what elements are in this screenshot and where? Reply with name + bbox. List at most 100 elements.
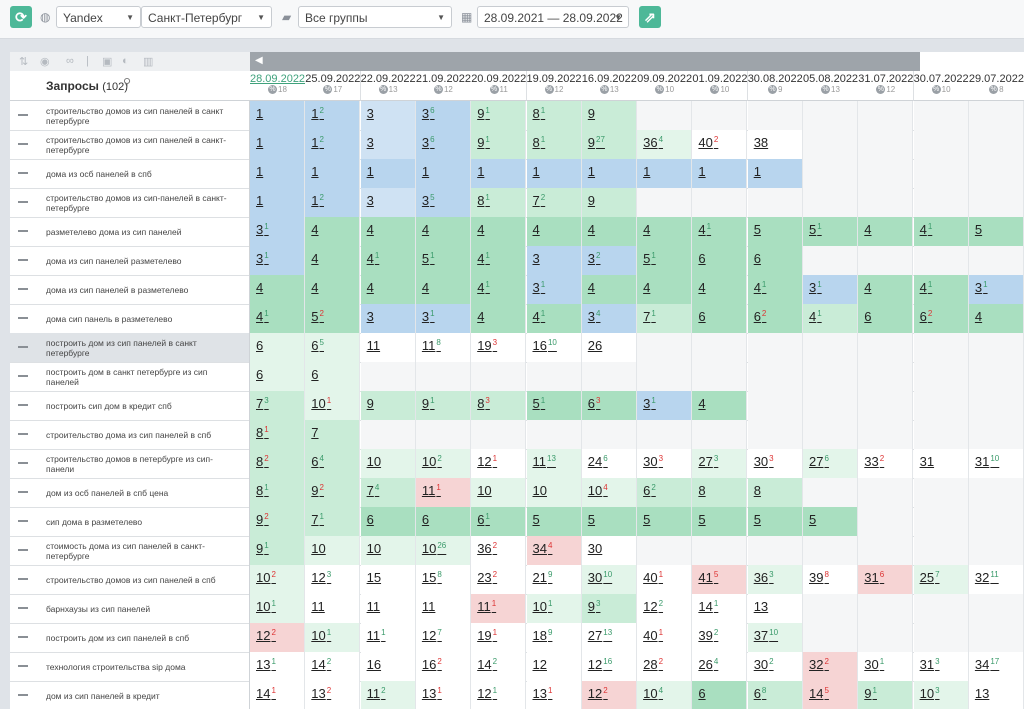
- collapse-icon[interactable]: [18, 462, 28, 464]
- position-value[interactable]: 4: [698, 280, 705, 295]
- position-value[interactable]: 6: [311, 367, 318, 382]
- position-value[interactable]: 3710: [754, 628, 778, 643]
- position-value[interactable]: 65: [311, 338, 324, 353]
- position-value[interactable]: 322: [809, 657, 829, 672]
- position-value[interactable]: 415: [698, 570, 718, 585]
- position-cell[interactable]: 91: [858, 681, 914, 709]
- position-value[interactable]: 3211: [975, 570, 999, 585]
- position-cell[interactable]: 5: [747, 507, 803, 536]
- date-column-header[interactable]: 29.07.2022% 8: [968, 71, 1024, 101]
- position-cell[interactable]: 41: [692, 217, 748, 246]
- position-cell[interactable]: 4: [637, 217, 693, 246]
- position-cell[interactable]: 4: [581, 217, 637, 246]
- position-cell[interactable]: 264: [692, 652, 748, 681]
- position-value[interactable]: 5: [975, 222, 982, 237]
- position-cell[interactable]: 392: [692, 623, 748, 652]
- position-cell[interactable]: 3: [526, 246, 582, 275]
- position-value[interactable]: 5: [809, 512, 816, 527]
- position-cell[interactable]: 6: [692, 304, 748, 333]
- position-cell[interactable]: 3710: [747, 623, 803, 652]
- position-value[interactable]: 41: [367, 251, 380, 266]
- position-cell[interactable]: 158: [415, 565, 471, 594]
- position-cell[interactable]: 64: [305, 449, 361, 478]
- date-column-header[interactable]: 05.08.2022% 13: [803, 71, 859, 101]
- position-cell[interactable]: 10: [360, 536, 416, 565]
- position-cell[interactable]: 3: [360, 188, 416, 217]
- position-cell[interactable]: 81: [526, 130, 582, 159]
- position-value[interactable]: 1: [256, 193, 263, 208]
- position-cell[interactable]: 1: [526, 159, 582, 188]
- position-value[interactable]: 4: [588, 222, 595, 237]
- position-cell[interactable]: 4: [250, 275, 305, 304]
- position-value[interactable]: 8: [754, 483, 761, 498]
- position-value[interactable]: 316: [864, 570, 884, 585]
- collapse-icon[interactable]: [18, 172, 28, 174]
- position-value[interactable]: 6: [256, 367, 263, 382]
- position-cell[interactable]: 145: [803, 681, 858, 709]
- export-button[interactable]: ⇗: [639, 6, 661, 28]
- position-cell[interactable]: 111: [360, 623, 416, 652]
- position-value[interactable]: 5: [588, 512, 595, 527]
- position-cell[interactable]: 301: [858, 652, 914, 681]
- position-cell[interactable]: 131: [526, 681, 582, 709]
- position-value[interactable]: 74: [367, 483, 380, 498]
- position-value[interactable]: 1610: [533, 338, 557, 353]
- position-value[interactable]: 132: [311, 686, 331, 701]
- position-value[interactable]: 1216: [588, 657, 612, 672]
- position-value[interactable]: 398: [809, 570, 829, 585]
- collapse-icon[interactable]: [18, 694, 28, 696]
- position-cell[interactable]: 65: [305, 333, 361, 362]
- position-cell[interactable]: 111: [415, 478, 471, 507]
- position-cell[interactable]: 81: [526, 101, 582, 130]
- position-cell[interactable]: 101: [526, 594, 582, 623]
- position-value[interactable]: 51: [533, 396, 546, 411]
- position-value[interactable]: 91: [256, 541, 269, 556]
- position-value[interactable]: 32: [588, 251, 601, 266]
- position-cell[interactable]: 1026: [415, 536, 471, 565]
- position-cell[interactable]: 10: [305, 536, 361, 565]
- position-value[interactable]: 1: [533, 164, 540, 179]
- position-value[interactable]: 191: [477, 628, 497, 643]
- position-value[interactable]: 11: [311, 599, 325, 614]
- position-value[interactable]: 112: [367, 686, 386, 701]
- position-cell[interactable]: 1: [415, 159, 471, 188]
- position-cell[interactable]: 2713: [581, 623, 637, 652]
- position-value[interactable]: 1026: [422, 541, 446, 556]
- position-cell[interactable]: 142: [471, 652, 527, 681]
- position-cell[interactable]: 1: [747, 159, 803, 188]
- date-column-header[interactable]: 09.09.2022% 10: [637, 71, 694, 101]
- position-value[interactable]: 6: [698, 309, 705, 324]
- position-value[interactable]: 52: [311, 309, 324, 324]
- position-value[interactable]: 6: [256, 338, 263, 353]
- position-cell[interactable]: 3: [360, 130, 416, 159]
- position-value[interactable]: 3: [367, 193, 374, 208]
- position-cell[interactable]: 101: [305, 623, 361, 652]
- position-value[interactable]: 111: [367, 628, 386, 643]
- position-value[interactable]: 392: [698, 628, 718, 643]
- position-value[interactable]: 4: [588, 280, 595, 295]
- position-value[interactable]: 6: [864, 309, 871, 324]
- region-select[interactable]: Санкт-Петербург ▼: [141, 6, 272, 28]
- position-cell[interactable]: 35: [415, 188, 471, 217]
- position-cell[interactable]: 131: [250, 652, 305, 681]
- position-cell[interactable]: 1: [360, 159, 416, 188]
- position-cell[interactable]: 82: [250, 449, 305, 478]
- position-value[interactable]: 31: [422, 309, 435, 324]
- position-value[interactable]: 3110: [975, 454, 999, 469]
- position-cell[interactable]: 11: [360, 594, 416, 623]
- position-value[interactable]: 41: [256, 309, 269, 324]
- position-value[interactable]: 1: [422, 164, 429, 179]
- position-cell[interactable]: 4: [968, 304, 1024, 333]
- position-value[interactable]: 4: [422, 280, 429, 295]
- position-value[interactable]: 104: [643, 686, 663, 701]
- position-value[interactable]: 303: [643, 454, 663, 469]
- position-cell[interactable]: 364: [637, 130, 693, 159]
- position-value[interactable]: 12: [311, 193, 324, 208]
- position-value[interactable]: 16: [367, 657, 381, 672]
- position-cell[interactable]: 6: [747, 246, 803, 275]
- position-cell[interactable]: 162: [415, 652, 471, 681]
- position-value[interactable]: 9: [588, 106, 595, 121]
- position-value[interactable]: 193: [477, 338, 497, 353]
- position-value[interactable]: 91: [864, 686, 877, 701]
- position-cell[interactable]: 302: [747, 652, 803, 681]
